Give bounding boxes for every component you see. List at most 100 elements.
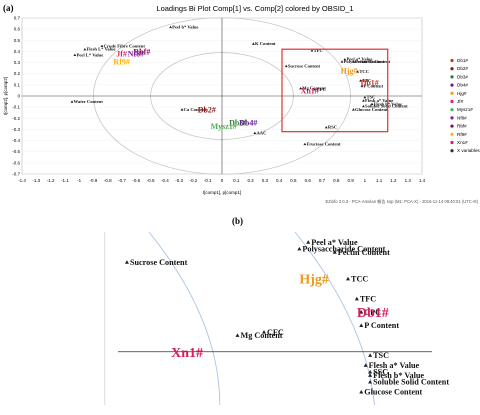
zoom-variable-point: Mg Content (235, 331, 283, 340)
zoom-variable-point: Peel a* Value (306, 238, 358, 247)
y-tick-label: -0.3 (12, 127, 20, 132)
variable-label: Glucose Content (355, 107, 388, 112)
y-tick-label: 0.7 (14, 16, 21, 21)
variable-point: TFC (310, 48, 323, 53)
legend-swatch (450, 91, 454, 95)
chart-title: Loadings Bi Plot Comp[1] vs. Comp[2] col… (156, 4, 353, 13)
legend-swatch (450, 108, 454, 112)
variable-label: Soluble Solid Content (365, 104, 408, 109)
variable-marker (352, 108, 355, 111)
x-tick-labels: -1.4 -1.3 -1.2 -1.1 -1 -0.9 -0.8 -0.7 -0.6 -0.5 -0… (18, 178, 426, 183)
zoom-variable-label: Glucose Content (364, 388, 422, 397)
variable-label: Peel L* Value (76, 52, 103, 57)
x-tick-label: 0.7 (319, 178, 326, 183)
x-tick-label: -0.2 (190, 178, 198, 183)
variable-label: Crude Fibre Content (104, 43, 146, 48)
variable-marker (363, 95, 367, 99)
variable-label: TFC (314, 48, 323, 53)
observation-label: Db2# (198, 105, 216, 114)
zoom-variable-marker (368, 379, 373, 384)
observation-point: Mysz1# (211, 122, 237, 131)
variable-marker (284, 64, 288, 68)
x-tick-label: -0.9 (90, 178, 98, 183)
x-tick-label: 0.8 (333, 178, 340, 183)
zoom-variable-label: CPC (364, 308, 381, 317)
x-tick-label: -1.3 (32, 178, 40, 183)
observation-point: Rf9# (113, 57, 129, 66)
x-tick-label: 0.5 (290, 178, 297, 183)
variable-label: Sucrose Content (288, 63, 321, 68)
variable-marker (303, 142, 307, 146)
variable-marker (253, 131, 257, 134)
zoom-variable-point: Sucrose Content (124, 258, 188, 267)
zoom-variable-point: CPC (359, 308, 381, 317)
panel-b-label: (b) (232, 216, 243, 226)
variable-label: K Content (255, 41, 276, 46)
y-tick-label: 0.2 (14, 71, 21, 76)
legend-item: Hjg# (450, 91, 467, 96)
variable-point: Sucrose Content (284, 63, 321, 68)
x-tick-label: 1 (364, 178, 367, 183)
variable-point: Flesh a* Value (362, 98, 393, 103)
zoom-variable-point: SSC (368, 368, 388, 377)
observation-point: Db2# (198, 105, 216, 114)
legend-label: Nf8# (457, 115, 467, 120)
zoom-variable-marker (368, 373, 373, 377)
variable-marker (313, 88, 317, 91)
variable-marker (180, 108, 184, 111)
legend-swatch (450, 116, 454, 120)
zoom-observation-point: Db1# (357, 306, 389, 321)
legend-swatch (450, 149, 454, 153)
zoom-variable-point: CFC (262, 328, 284, 337)
observation-point: Hjg# (341, 66, 358, 75)
zoom-variable-marker (359, 323, 364, 327)
zoom-variable-label: SSC (373, 368, 388, 377)
x-tick-label: -1.2 (47, 178, 55, 183)
legend-item: X variables (450, 148, 480, 153)
variable-point: TSC (363, 95, 375, 100)
x-tick-label: -0.7 (118, 178, 126, 183)
legend-label: Db4# (457, 83, 468, 88)
variable-marker (370, 102, 374, 105)
variable-marker (359, 79, 362, 82)
zoom-variable-point: Pectin Content (332, 248, 390, 257)
legend-swatch (450, 75, 454, 79)
x-tick-label: -0.8 (104, 178, 112, 183)
y-tick-label: 0.5 (14, 38, 21, 43)
legend-label: Hjg# (457, 91, 467, 96)
legend-swatch (450, 140, 454, 145)
variable-marker (73, 53, 77, 56)
zoom-observation-point: Hjg# (299, 273, 329, 288)
zoom-variable-label: Flesh b* Value (373, 371, 424, 380)
variable-label: TSC (366, 95, 375, 100)
legend: Db1# Db2# Db3# Db4# Hjg# Jf# Mysz1# Nf8# Rbf# Rf9… (450, 58, 480, 153)
variable-marker (70, 100, 74, 103)
variable-marker (100, 44, 104, 48)
y-tick-label: -0.4 (12, 138, 20, 143)
observation-point: Xn1# (301, 86, 319, 95)
zoom-variable-point: TFC (354, 295, 376, 304)
variable-point: Fructose Content (303, 141, 341, 146)
legend-item: Mysz1# (450, 107, 473, 112)
variable-label: Peel a* Value (346, 57, 372, 62)
x-tick-label: 1.3 (405, 178, 412, 183)
legend-label: Db2# (457, 66, 468, 71)
zoom-variable-point: Glucose Content (359, 388, 423, 397)
variable-marker (169, 25, 172, 29)
zoom-observation-label: Db1# (357, 306, 389, 321)
zoom-variable-marker (368, 353, 373, 357)
variable-label: Pectin Content (355, 59, 385, 64)
y-tick-label: -0.1 (12, 105, 20, 110)
zoom-variable-label: TSC (373, 351, 389, 360)
variable-marker (360, 84, 364, 88)
variable-marker (340, 60, 344, 63)
variable-marker (343, 58, 347, 61)
y-tick-label: -0.5 (12, 149, 20, 154)
observation-label: Db1# (361, 79, 379, 88)
legend-swatch (450, 99, 454, 104)
zoom-variable-point: P Content (359, 321, 399, 330)
legend-item: Jf# (450, 99, 464, 104)
legend-swatch (450, 132, 454, 136)
zoom-observation-label: Hjg# (299, 273, 329, 288)
